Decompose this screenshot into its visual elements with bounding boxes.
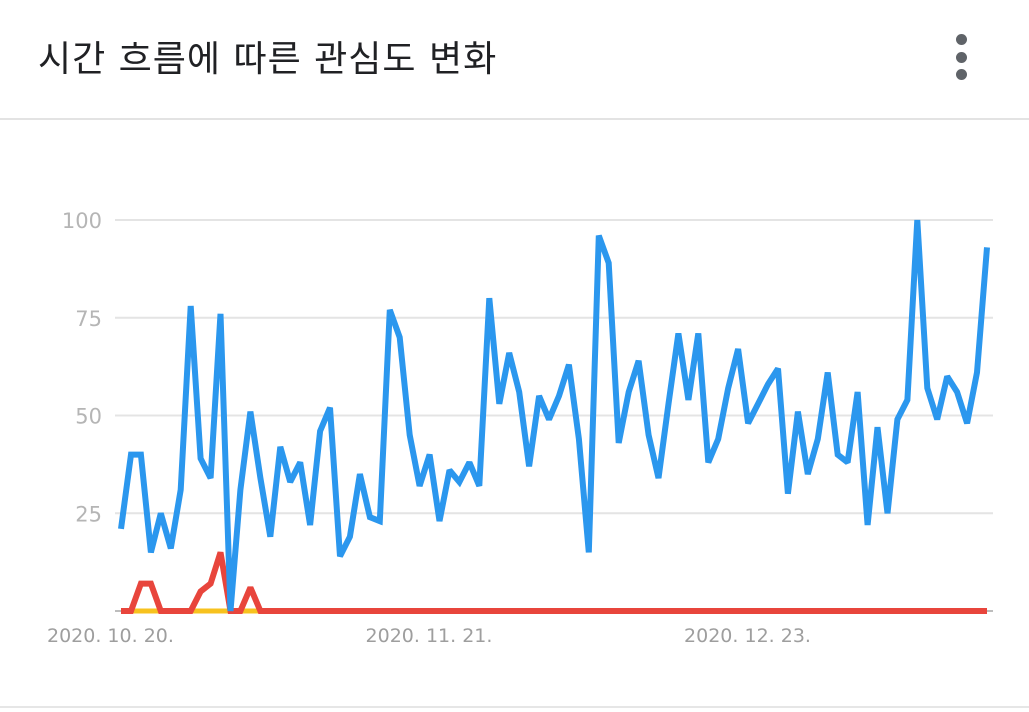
header-divider [0, 118, 1029, 120]
more-vert-icon[interactable] [940, 30, 982, 84]
card-header: 시간 흐름에 따른 관심도 변화 [0, 0, 1029, 118]
y-tick-label: 75 [75, 307, 102, 331]
footer-divider [0, 706, 1029, 708]
y-tick-label: 25 [75, 502, 102, 526]
x-axis-ticks: 2020. 10. 20. 2020. 11. 21. 2020. 12. 23. [47, 625, 811, 647]
x-tick-label: 2020. 12. 23. [684, 625, 811, 647]
series-layer [118, 219, 990, 614]
series-line-0 [118, 219, 990, 612]
card-title: 시간 흐름에 따른 관심도 변화 [38, 39, 498, 80]
grid-layer: 25 50 75 100 [62, 209, 993, 612]
series-line-1 [121, 551, 987, 614]
more-dot [955, 34, 967, 45]
y-tick-label: 100 [62, 209, 102, 233]
x-tick-label: 2020. 10. 20. [47, 625, 174, 647]
x-tick-label: 2020. 11. 21. [366, 625, 493, 647]
more-dot [955, 69, 967, 80]
more-dot [955, 51, 967, 63]
y-tick-label: 50 [75, 405, 102, 429]
